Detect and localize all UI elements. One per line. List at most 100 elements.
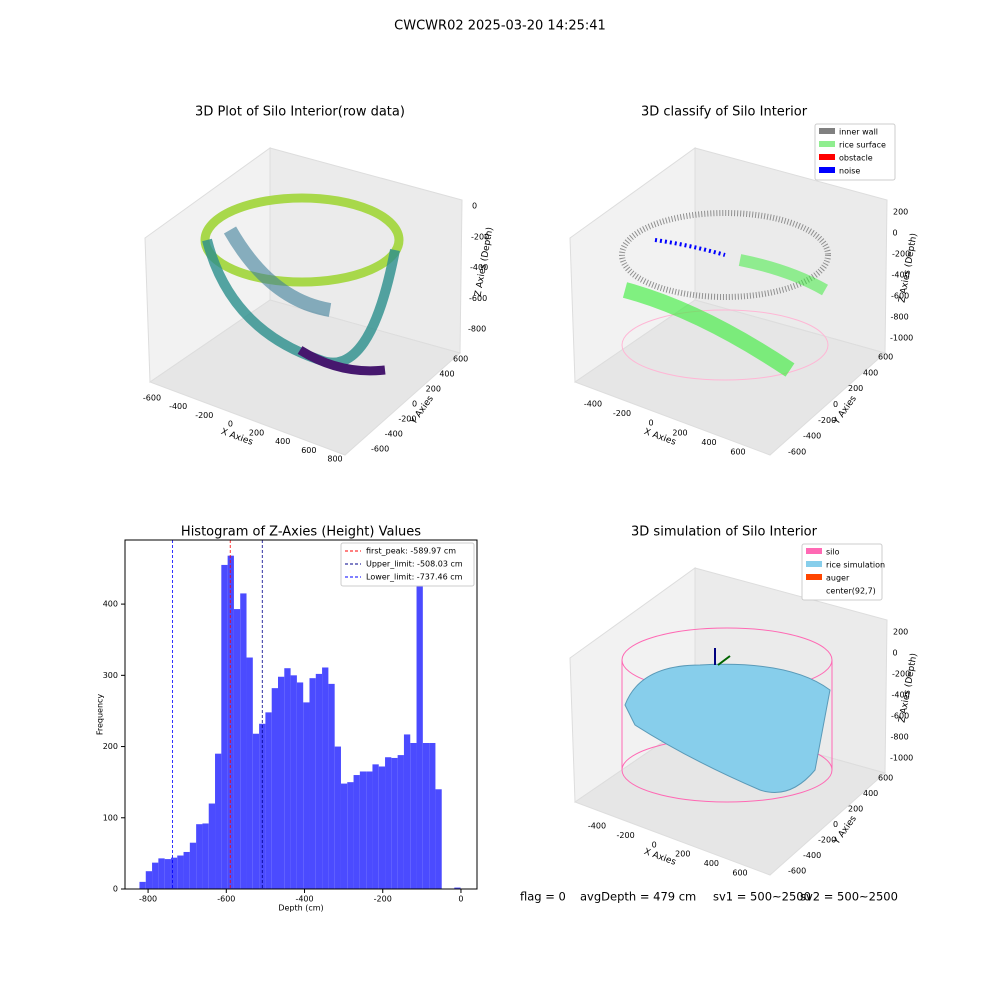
- y-tick-label: 200: [848, 805, 863, 814]
- bar: [296, 682, 304, 889]
- legend-swatch: [819, 128, 835, 134]
- z-tick-label: 200: [893, 628, 908, 637]
- z-tick-label: -600: [469, 294, 487, 303]
- legend-swatch: [806, 561, 822, 567]
- figure-title: CWCWR02 2025-03-20 14:25:41: [394, 19, 606, 34]
- y-tick-label: 300: [103, 671, 118, 680]
- y-tick-label: -600: [788, 448, 806, 457]
- y-tick-label: 0: [833, 820, 838, 829]
- x-tick-label: 600: [732, 869, 747, 878]
- z-tick-label: -800: [891, 733, 909, 742]
- legend-label: noise: [839, 167, 860, 176]
- legend-label: silo: [826, 548, 840, 557]
- y-tick-label: -600: [788, 867, 806, 876]
- x-tick-label: -400: [295, 895, 313, 904]
- x-axis-label: Depth (cm): [278, 904, 323, 913]
- x-tick-label: 600: [730, 448, 745, 457]
- z-tick-label: 0: [893, 229, 898, 238]
- bar: [284, 668, 291, 889]
- y-tick-label: -400: [803, 432, 821, 441]
- y-tick-label: 400: [103, 600, 118, 609]
- z-tick-label: 0: [472, 202, 477, 211]
- bar: [145, 871, 153, 889]
- y-tick-label: 0: [412, 400, 417, 409]
- x-tick-label: -200: [374, 895, 392, 904]
- bar: [240, 593, 247, 889]
- y-tick-label: 200: [848, 384, 863, 393]
- bar: [233, 609, 241, 889]
- chart-title: 3D Plot of Silo Interior(row data): [195, 105, 405, 120]
- y-tick-label: 0: [833, 400, 838, 409]
- bar: [164, 859, 171, 889]
- panel-3d-classify: [569, 147, 888, 456]
- bar: [315, 673, 323, 889]
- z-tick-label: 200: [893, 208, 908, 217]
- bar: [340, 783, 348, 889]
- bar: [385, 757, 392, 889]
- x-tick-label: -400: [584, 400, 602, 409]
- legend-frame: [801, 543, 883, 601]
- bar: [322, 667, 329, 889]
- z-tick-label: -1000: [890, 754, 913, 763]
- x-tick-label: -600: [217, 895, 235, 904]
- bar: [397, 755, 404, 889]
- legend-label: obstacle: [839, 154, 873, 163]
- x-tick-label: 800: [327, 455, 342, 464]
- z-tick-label: -600: [891, 712, 909, 721]
- bar: [372, 764, 379, 889]
- y-tick-label: -200: [818, 416, 836, 425]
- legend-label: Lower_limit: -737.46 cm: [366, 573, 463, 582]
- legend-swatch: [819, 167, 835, 173]
- x-tick-label: 0: [458, 895, 463, 904]
- bar: [359, 771, 367, 889]
- bar: [202, 823, 209, 889]
- bar: [334, 746, 341, 889]
- bar: [410, 742, 417, 889]
- bar: [290, 675, 297, 889]
- x-tick-label: 400: [701, 438, 716, 447]
- bar: [303, 702, 310, 889]
- bar: [152, 862, 159, 889]
- bar: [252, 733, 260, 889]
- y-tick-label: 400: [863, 368, 878, 377]
- bar: [189, 842, 197, 889]
- legend-swatch: [806, 574, 822, 580]
- bar: [309, 678, 316, 889]
- legend-swatch: [819, 154, 835, 160]
- x-tick-label: 200: [672, 428, 687, 437]
- z-tick-label: -800: [891, 313, 909, 322]
- legend-label: Upper_limit: -508.03 cm: [366, 560, 463, 569]
- x-tick-label: -400: [588, 822, 606, 831]
- z-tick-label: -400: [470, 263, 488, 272]
- bar: [366, 771, 373, 889]
- bar: [177, 855, 184, 889]
- status-text: avgDepth = 479 cm: [580, 890, 696, 904]
- bar: [391, 757, 398, 889]
- y-tick-label: 0: [113, 885, 118, 894]
- z-tick-label: -200: [892, 670, 910, 679]
- legend-swatch: [806, 548, 822, 554]
- legend-label: rice surface: [839, 141, 886, 150]
- x-tick-label: -800: [139, 895, 157, 904]
- x-tick-label: 200: [249, 428, 264, 437]
- z-tick-label: -400: [892, 691, 910, 700]
- y-tick-label: 100: [103, 813, 118, 822]
- x-tick-label: -200: [613, 409, 631, 418]
- legend-label: rice simulation: [826, 561, 885, 570]
- chart-title: 3D simulation of Silo Interior: [631, 525, 818, 540]
- legend-label: auger: [826, 574, 850, 583]
- z-tick-label: 0: [893, 649, 898, 658]
- bar: [139, 881, 146, 889]
- status-text: sv2 = 500~2500: [800, 890, 898, 904]
- y-tick-label: 400: [439, 370, 454, 379]
- chart-title: 3D classify of Silo Interior: [641, 105, 808, 120]
- z-tick-label: -600: [891, 292, 909, 301]
- y-tick-label: -400: [803, 851, 821, 860]
- bar: [429, 742, 436, 889]
- bar: [246, 657, 253, 889]
- y-tick-label: 600: [878, 774, 893, 783]
- bar: [170, 857, 178, 889]
- x-tick-label: 600: [301, 446, 316, 455]
- z-tick-label: -400: [892, 271, 910, 280]
